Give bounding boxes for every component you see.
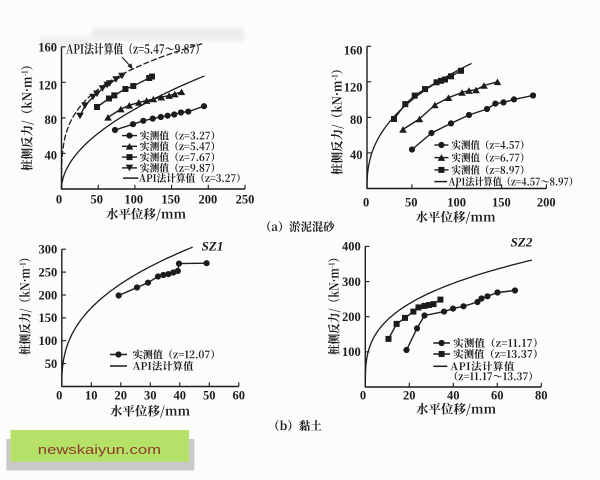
svg-text:newskaiyun.com: newskaiyun.com — [38, 442, 161, 457]
svg-text:0: 0 — [56, 389, 62, 403]
svg-text:200: 200 — [537, 196, 556, 210]
svg-text:100: 100 — [342, 345, 361, 359]
svg-text:50: 50 — [405, 196, 418, 210]
svg-text:100: 100 — [39, 334, 58, 348]
svg-text:200: 200 — [199, 193, 218, 207]
svg-text:300: 300 — [39, 243, 58, 257]
svg-text:80: 80 — [45, 113, 58, 127]
svg-text:60: 60 — [233, 389, 246, 403]
svg-text:160: 160 — [344, 43, 363, 57]
svg-text:300: 300 — [342, 275, 361, 289]
svg-text:30: 30 — [144, 389, 157, 403]
svg-text:250: 250 — [236, 193, 255, 207]
svg-text:0: 0 — [360, 389, 366, 403]
svg-text:50: 50 — [45, 357, 58, 371]
svg-text:SZ2: SZ2 — [511, 235, 533, 250]
svg-text:150: 150 — [492, 196, 511, 210]
svg-text:100: 100 — [124, 193, 143, 207]
svg-text:80: 80 — [535, 389, 548, 403]
svg-text:0: 0 — [56, 193, 62, 207]
svg-text:150: 150 — [161, 193, 180, 207]
svg-text:10: 10 — [85, 389, 98, 403]
svg-text:120: 120 — [38, 78, 57, 92]
svg-text:150: 150 — [39, 311, 58, 325]
svg-text:160: 160 — [38, 40, 57, 54]
svg-text:40: 40 — [447, 389, 460, 403]
svg-text:400: 400 — [342, 240, 361, 254]
svg-text:40: 40 — [350, 148, 363, 162]
svg-text:40: 40 — [174, 389, 187, 403]
svg-text:20: 20 — [115, 389, 128, 403]
svg-text:SZ1: SZ1 — [202, 239, 224, 254]
svg-text:50: 50 — [90, 193, 103, 207]
svg-text:200: 200 — [39, 288, 58, 302]
svg-text:20: 20 — [403, 389, 416, 403]
svg-text:120: 120 — [344, 80, 363, 94]
svg-text:80: 80 — [350, 113, 363, 127]
svg-text:60: 60 — [491, 389, 504, 403]
svg-text:250: 250 — [39, 265, 58, 279]
svg-text:100: 100 — [447, 196, 466, 210]
svg-text:0: 0 — [363, 196, 369, 210]
svg-text:40: 40 — [45, 149, 58, 163]
svg-text:200: 200 — [342, 310, 361, 324]
svg-text:50: 50 — [203, 389, 216, 403]
